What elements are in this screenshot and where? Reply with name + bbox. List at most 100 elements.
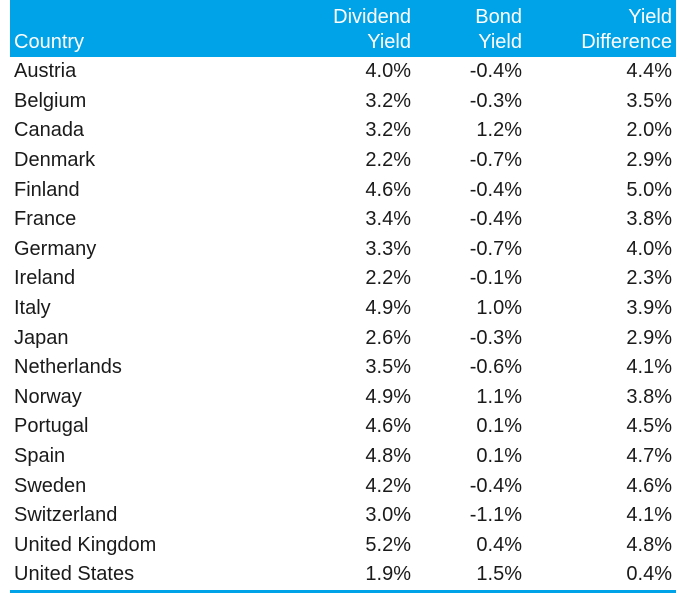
header-diff-line1: Yield — [628, 6, 672, 28]
cell-yield-difference: 3.9% — [626, 297, 672, 320]
cell-country: Switzerland — [14, 504, 118, 527]
header-country: Country — [10, 0, 260, 57]
cell-dividend-yield: 4.6% — [365, 415, 411, 438]
cell-dividend-yield: 2.6% — [365, 326, 411, 349]
cell-yield-difference: 4.7% — [626, 445, 672, 468]
cell-country: Japan — [14, 326, 69, 349]
cell-yield-difference: 3.8% — [626, 208, 672, 231]
cell-country: Sweden — [14, 474, 87, 497]
cell-dividend-yield: 4.9% — [365, 297, 411, 320]
cell-yield-difference: 2.3% — [626, 267, 672, 290]
cell-yield-difference: 2.9% — [626, 149, 672, 172]
cell-dividend-yield: 3.0% — [365, 504, 411, 527]
cell-dividend-yield: 5.2% — [365, 533, 411, 556]
table-row: Sweden 4.2% -0.4% 4.6% — [10, 471, 676, 501]
header-bond-line2: Yield — [478, 31, 522, 53]
cell-country: Denmark — [14, 149, 96, 172]
table-row: Portugal 4.6% 0.1% 4.5% — [10, 412, 676, 442]
table-row: Italy 4.9% 1.0% 3.9% — [10, 294, 676, 324]
cell-yield-difference: 4.1% — [626, 504, 672, 527]
cell-country: Italy — [14, 297, 51, 320]
cell-yield-difference: 5.0% — [626, 178, 672, 201]
table-row: France 3.4% -0.4% 3.8% — [10, 205, 676, 235]
cell-yield-difference: 0.4% — [526, 560, 676, 593]
table-row: Netherlands 3.5% -0.6% 4.1% — [10, 353, 676, 383]
header-yield-difference: Yield Difference — [526, 0, 676, 57]
cell-dividend-yield: 3.2% — [365, 119, 411, 142]
cell-yield-difference: 4.0% — [626, 237, 672, 260]
cell-yield-difference: 4.4% — [626, 60, 672, 83]
cell-dividend-yield: 4.9% — [365, 385, 411, 408]
header-bond-yield: Bond Yield — [415, 0, 526, 57]
cell-bond-yield: -0.3% — [469, 326, 522, 349]
cell-dividend-yield: 4.6% — [365, 178, 411, 201]
cell-bond-yield: 1.5% — [415, 560, 526, 593]
cell-bond-yield: -0.3% — [469, 89, 522, 112]
table-row: Spain 4.8% 0.1% 4.7% — [10, 442, 676, 472]
table-header: Country Dividend Yield Bond Yield Yield … — [10, 0, 676, 57]
cell-country: Canada — [14, 119, 85, 142]
cell-dividend-yield: 3.2% — [365, 89, 411, 112]
cell-yield-difference: 3.8% — [626, 385, 672, 408]
cell-country: France — [14, 208, 77, 231]
cell-bond-yield: -0.4% — [469, 178, 522, 201]
cell-bond-yield: -0.7% — [469, 149, 522, 172]
cell-bond-yield: 1.0% — [476, 297, 522, 320]
yield-table: Country Dividend Yield Bond Yield Yield … — [10, 0, 676, 593]
cell-bond-yield: -1.1% — [469, 504, 522, 527]
cell-dividend-yield: 4.0% — [365, 60, 411, 83]
cell-bond-yield: -0.6% — [469, 356, 522, 379]
cell-country: Germany — [14, 237, 97, 260]
cell-yield-difference: 3.5% — [626, 89, 672, 112]
table-row: Denmark 2.2% -0.7% 2.9% — [10, 146, 676, 176]
cell-dividend-yield: 2.2% — [365, 149, 411, 172]
cell-bond-yield: -0.7% — [469, 237, 522, 260]
cell-country: Ireland — [14, 267, 76, 290]
table-row: United States 1.9% 1.5% 0.4% — [10, 560, 676, 593]
cell-country: Belgium — [14, 89, 87, 112]
cell-yield-difference: 4.1% — [626, 356, 672, 379]
cell-bond-yield: 1.1% — [476, 385, 522, 408]
cell-yield-difference: 2.0% — [626, 119, 672, 142]
header-dividend-line2: Yield — [367, 31, 411, 53]
table-body: Austria 4.0% -0.4% 4.4% Belgium 3.2% -0.3% 3.5%… — [10, 57, 676, 593]
cell-yield-difference: 2.9% — [626, 326, 672, 349]
cell-dividend-yield: 2.2% — [365, 267, 411, 290]
yield-table-container: Country Dividend Yield Bond Yield Yield … — [10, 0, 676, 593]
cell-country: Norway — [14, 385, 82, 408]
cell-country: Netherlands — [14, 356, 122, 379]
table-row: Japan 2.6% -0.3% 2.9% — [10, 323, 676, 353]
cell-dividend-yield: 3.5% — [365, 356, 411, 379]
cell-bond-yield: -0.4% — [469, 208, 522, 231]
table-row: Canada 3.2% 1.2% 2.0% — [10, 116, 676, 146]
cell-bond-yield: 1.2% — [476, 119, 522, 142]
cell-bond-yield: 0.1% — [476, 445, 522, 468]
table-row: United Kingdom 5.2% 0.4% 4.8% — [10, 531, 676, 561]
cell-yield-difference: 4.8% — [626, 533, 672, 556]
cell-country: United Kingdom — [14, 533, 157, 556]
cell-country: Finland — [14, 178, 80, 201]
table-row: Norway 4.9% 1.1% 3.8% — [10, 383, 676, 413]
header-row: Country Dividend Yield Bond Yield Yield … — [10, 0, 676, 57]
cell-yield-difference: 4.6% — [626, 474, 672, 497]
header-dividend-yield: Dividend Yield — [260, 0, 415, 57]
cell-bond-yield: 0.1% — [476, 415, 522, 438]
cell-yield-difference: 4.5% — [626, 415, 672, 438]
table-row: Ireland 2.2% -0.1% 2.3% — [10, 264, 676, 294]
header-diff-line2: Difference — [581, 31, 672, 53]
table-row: Switzerland 3.0% -1.1% 4.1% — [10, 501, 676, 531]
header-bond-line1: Bond — [475, 6, 522, 28]
table-row: Finland 4.6% -0.4% 5.0% — [10, 175, 676, 205]
cell-bond-yield: -0.4% — [469, 474, 522, 497]
table-row: Germany 3.3% -0.7% 4.0% — [10, 235, 676, 265]
header-country-label: Country — [14, 31, 85, 53]
cell-country: Austria — [14, 60, 77, 83]
cell-bond-yield: -0.1% — [469, 267, 522, 290]
cell-dividend-yield: 4.8% — [365, 445, 411, 468]
cell-country: Spain — [14, 445, 66, 468]
cell-dividend-yield: 1.9% — [260, 560, 415, 593]
header-dividend-line1: Dividend — [333, 6, 411, 28]
table-row: Belgium 3.2% -0.3% 3.5% — [10, 87, 676, 117]
table-row: Austria 4.0% -0.4% 4.4% — [10, 57, 676, 87]
cell-bond-yield: 0.4% — [476, 533, 522, 556]
